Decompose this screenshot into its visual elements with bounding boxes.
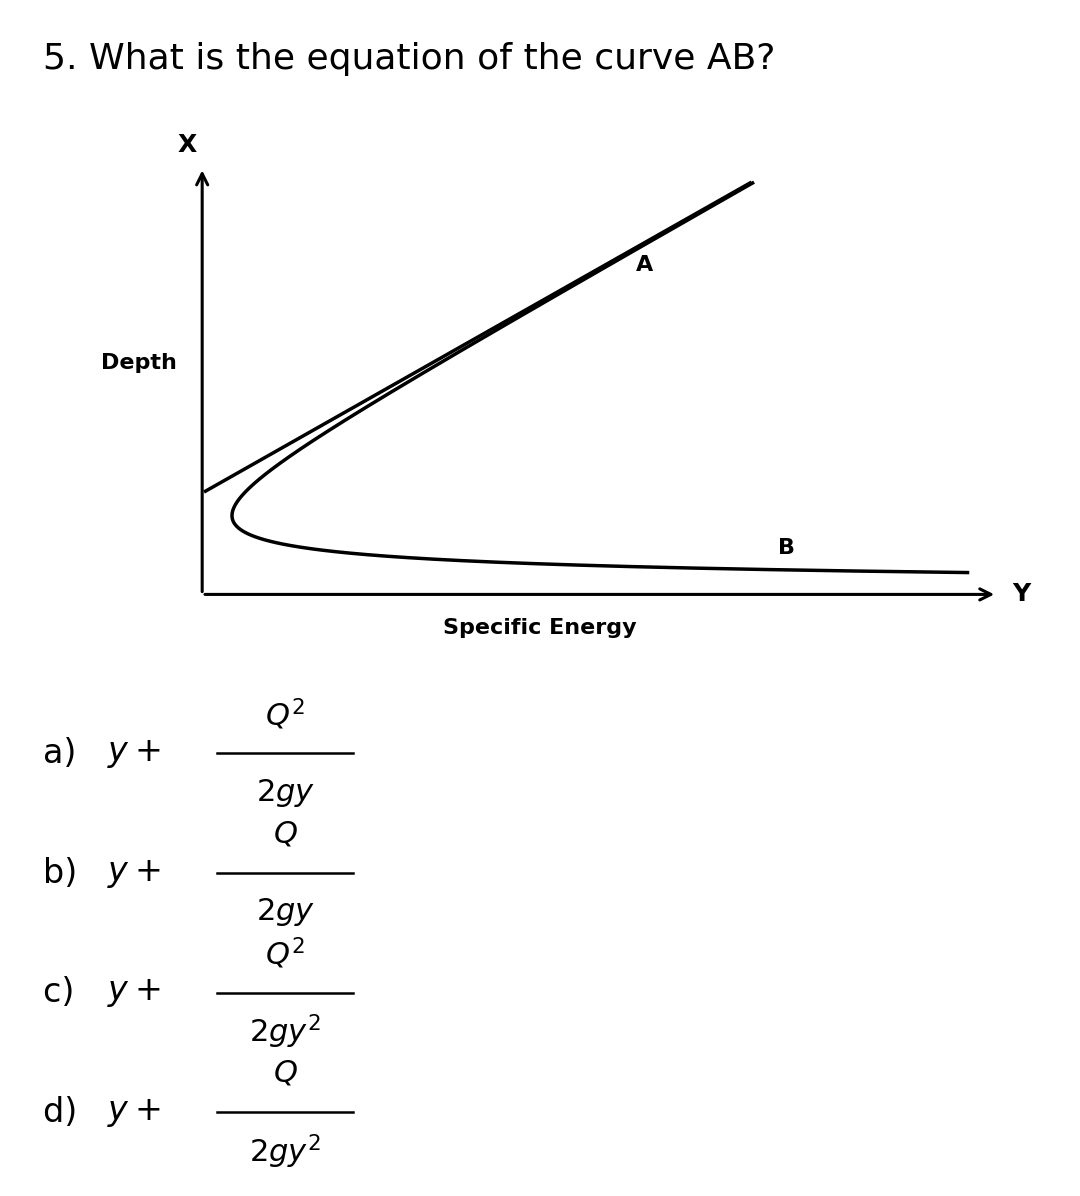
Text: d): d) [43, 1096, 89, 1129]
Text: $y +$: $y +$ [108, 1096, 161, 1129]
Text: $Q$: $Q$ [273, 1058, 297, 1087]
Text: Depth: Depth [102, 353, 177, 373]
Text: $y +$: $y +$ [108, 976, 161, 1009]
Text: $y +$: $y +$ [108, 856, 161, 890]
Text: c): c) [43, 976, 85, 1009]
Text: $2gy^2$: $2gy^2$ [249, 1133, 321, 1171]
Text: X: X [177, 133, 197, 157]
Text: a): a) [43, 737, 87, 770]
Text: A: A [635, 255, 652, 275]
Text: $2gy$: $2gy$ [256, 896, 314, 928]
Text: $Q^2$: $Q^2$ [266, 935, 305, 971]
Text: $2gy$: $2gy$ [256, 776, 314, 808]
Text: Specific Energy: Specific Energy [443, 618, 637, 639]
Text: b): b) [43, 856, 89, 890]
Text: $Q^2$: $Q^2$ [266, 696, 305, 732]
Text: Y: Y [1012, 582, 1030, 606]
Text: 5. What is the equation of the curve AB?: 5. What is the equation of the curve AB? [43, 42, 775, 75]
Text: $y +$: $y +$ [108, 737, 161, 770]
Text: B: B [779, 538, 796, 559]
Text: $Q$: $Q$ [273, 819, 297, 848]
Text: $2gy^2$: $2gy^2$ [249, 1013, 321, 1051]
